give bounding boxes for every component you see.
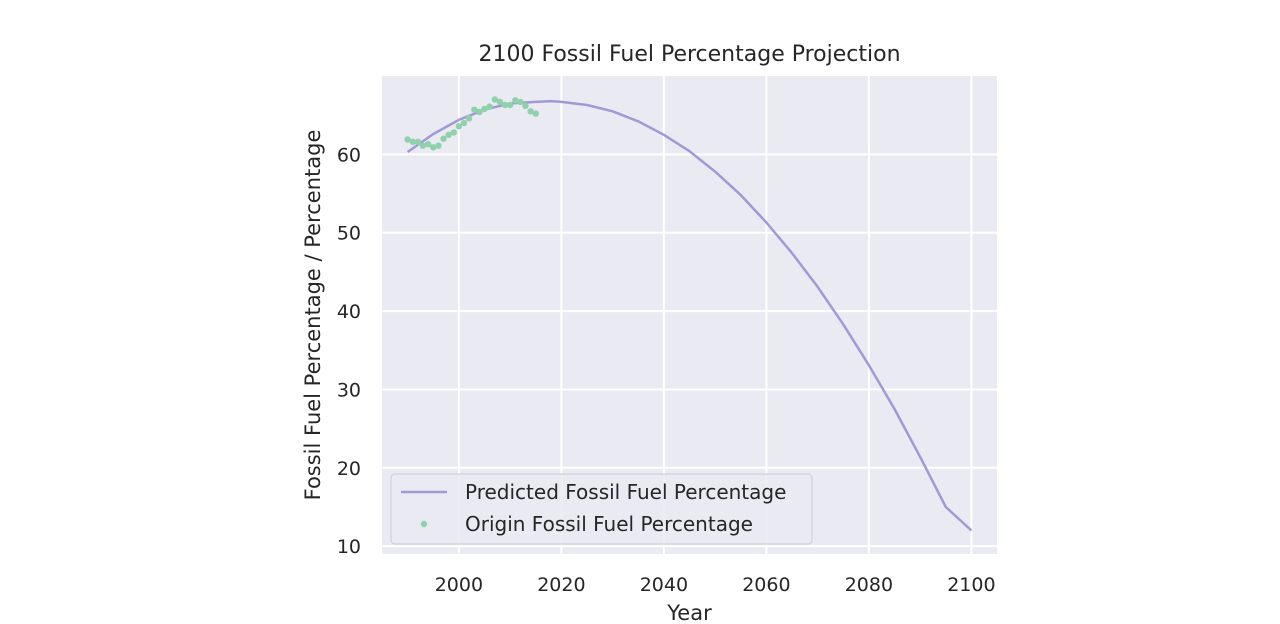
y-tick-label: 60 (337, 144, 361, 166)
legend: Predicted Fossil Fuel Percentage Origin … (390, 473, 813, 545)
scatter-point-origin (419, 142, 427, 149)
chart-title: 2100 Fossil Fuel Percentage Projection (478, 42, 900, 67)
scatter-point-origin (435, 142, 442, 149)
x-tick-label: 2020 (537, 574, 585, 596)
scatter-point-origin (440, 135, 447, 142)
scatter-point-origin (465, 115, 473, 122)
x-axis-ticks: 2000 2020 2040 2060 2080 2100 (435, 574, 996, 596)
scatter-point-origin (409, 138, 416, 145)
scatter-point-origin (512, 97, 519, 104)
x-tick-label: 2100 (947, 574, 995, 596)
x-tick-label: 2040 (640, 574, 688, 596)
scatter-point-origin (496, 98, 504, 106)
y-tick-label: 20 (337, 458, 361, 480)
x-tick-label: 2080 (845, 574, 893, 596)
x-tick-label: 2060 (742, 574, 790, 596)
scatter-point-origin (506, 101, 514, 109)
y-axis-ticks: 10 20 30 40 50 60 (337, 144, 361, 558)
scatter-point-origin (532, 110, 539, 117)
scatter-point-origin (486, 103, 493, 110)
grid (382, 76, 997, 554)
scatter-point-origin (460, 119, 468, 127)
y-axis-label: Fossil Fuel Percentage / Percentage (301, 130, 325, 501)
y-tick-label: 10 (337, 536, 361, 558)
legend-label-origin: Origin Fossil Fuel Percentage (465, 512, 753, 536)
scatter-point-origin (445, 131, 452, 138)
scatter-point-origin (527, 108, 534, 115)
scatter-point-origin (517, 98, 524, 106)
scatter-point-origin (481, 105, 488, 113)
y-tick-label: 30 (337, 379, 361, 401)
scatter-point-origin (471, 106, 478, 113)
legend-label-predicted: Predicted Fossil Fuel Percentage (465, 480, 786, 504)
scatter-point-origin (491, 96, 498, 103)
x-axis-label: Year (666, 601, 712, 624)
scatter-point-origin (414, 138, 422, 145)
y-tick-label: 50 (337, 223, 361, 245)
y-tick-label: 40 (337, 301, 361, 323)
scatter-point-origin (476, 108, 483, 116)
scatter-point-origin (430, 144, 437, 151)
scatter-point-origin (522, 102, 529, 110)
x-tick-label: 2000 (435, 574, 483, 596)
scatter-point-origin (404, 136, 411, 143)
legend-box (390, 473, 813, 545)
scatter-point-origin (450, 129, 457, 136)
legend-swatch-origin (420, 520, 428, 528)
scatter-point-origin (455, 123, 463, 130)
scatter-point-origin (501, 101, 509, 109)
series-layer (404, 96, 973, 532)
scatter-point-origin (424, 141, 432, 148)
